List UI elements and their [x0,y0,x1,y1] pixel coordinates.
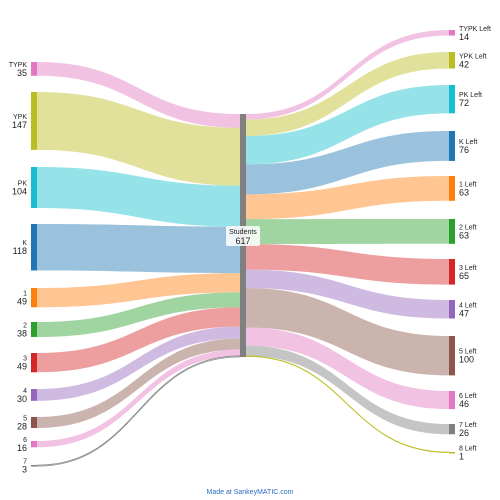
source-value-k: 118 [13,246,27,256]
target-value-4-left: 47 [459,308,469,318]
source-label-4: 4 [23,388,27,395]
target-node-6-left [449,391,455,410]
target-value-5-left: 100 [459,355,474,365]
center-label-background [226,226,260,246]
target-node-ypk-left [449,52,455,69]
link-k-to-students [37,224,240,274]
target-label-1-left: 1 Left [459,181,477,188]
source-node-6 [31,441,37,448]
source-node-5 [31,417,37,429]
target-label-ypk-left: YPK Left [459,53,487,60]
target-node-typk-left [449,30,455,36]
target-value-typk-left: 14 [459,32,469,42]
target-node-1-left [449,176,455,201]
link-pk-to-students [37,167,240,227]
target-node-pk-left [449,85,455,114]
source-label-7: 7 [23,459,27,466]
target-node-8-left [449,452,455,454]
link-5-to-students [37,338,240,429]
source-value-ypk: 147 [12,120,27,130]
target-node-5-left [449,336,455,376]
link-7-to-students [36,355,241,467]
target-label-8-left: 8 Left [459,445,477,452]
target-value-1-left: 63 [459,187,469,197]
source-label-typk: TYPK [9,62,28,69]
target-node-7-left [449,424,455,435]
target-node-k-left [449,131,455,161]
target-label-pk-left: PK Left [459,92,482,99]
source-label-ypk: YPK [13,114,27,121]
target-label-5-left: 5 Left [459,349,477,356]
source-value-4: 30 [17,394,27,404]
source-value-1: 49 [17,297,27,307]
node-labels: TYPK35YPK147PK104K1181492383494305286167… [9,26,491,475]
source-node-4 [31,389,37,401]
link-1-to-students [37,273,240,308]
source-node-pk [31,167,37,208]
target-value-pk-left: 72 [459,98,469,108]
source-value-5: 28 [17,422,27,432]
link-students-to-k-left [246,131,449,195]
source-links [36,62,241,467]
source-value-typk: 35 [17,68,27,78]
target-label-7-left: 7 Left [459,422,477,429]
link-students-to-4-left [246,269,449,319]
link-students-to-ypk-left [246,52,449,137]
link-students-to-5-left [246,288,449,376]
target-value-ypk-left: 42 [459,59,469,69]
source-label-5: 5 [23,416,27,423]
link-students-to-pk-left [246,85,449,165]
link-ypk-to-students [37,92,240,186]
link-typk-to-students [37,62,240,128]
target-value-k-left: 76 [459,145,469,155]
target-label-3-left: 3 Left [459,265,477,272]
target-value-7-left: 26 [459,428,469,438]
link-students-to-2-left [246,219,449,244]
source-node-1 [31,288,37,308]
link-3-to-students [37,307,240,373]
link-6-to-students [37,349,240,448]
source-label-pk: PK [18,180,28,187]
source-node-7 [31,465,37,467]
target-label-k-left: K Left [459,139,477,146]
target-value-3-left: 65 [459,271,469,281]
link-4-to-students [37,326,240,401]
link-students-to-1-left [246,176,449,220]
source-node-2 [31,322,37,337]
link-students-to-6-left [246,327,449,410]
link-2-to-students [37,292,240,337]
source-label-k: K [22,240,27,247]
link-students-to-7-left [246,345,449,435]
target-label-6-left: 6 Left [459,393,477,400]
target-node-4-left [449,300,455,319]
source-node-ypk [31,92,37,150]
link-students-to-3-left [246,243,449,285]
target-label-4-left: 4 Left [459,302,477,309]
source-value-6: 16 [17,443,27,453]
source-label-3: 3 [23,356,27,363]
target-node-3-left [449,259,455,285]
source-label-6: 6 [23,437,27,444]
target-label-typk-left: TYPK Left [459,26,491,33]
source-value-pk: 104 [12,186,27,196]
source-value-3: 49 [17,362,27,372]
target-label-2-left: 2 Left [459,224,477,231]
target-value-6-left: 46 [459,399,469,409]
source-node-k [31,224,37,271]
target-value-2-left: 63 [459,230,469,240]
target-value-8-left: 1 [459,451,464,461]
link-students-to-typk-left [246,30,449,120]
source-value-2: 38 [17,328,27,338]
source-node-3 [31,353,37,373]
center-label-value: 617 [235,236,250,246]
source-label-1: 1 [23,291,27,298]
credit-link[interactable]: Made at SankeyMATIC.com [206,489,294,496]
source-node-typk [31,62,37,76]
source-label-2: 2 [23,322,27,329]
target-links [245,30,450,453]
source-value-7: 3 [22,465,27,475]
center-label-name: Students [229,229,257,236]
target-node-2-left [449,219,455,244]
